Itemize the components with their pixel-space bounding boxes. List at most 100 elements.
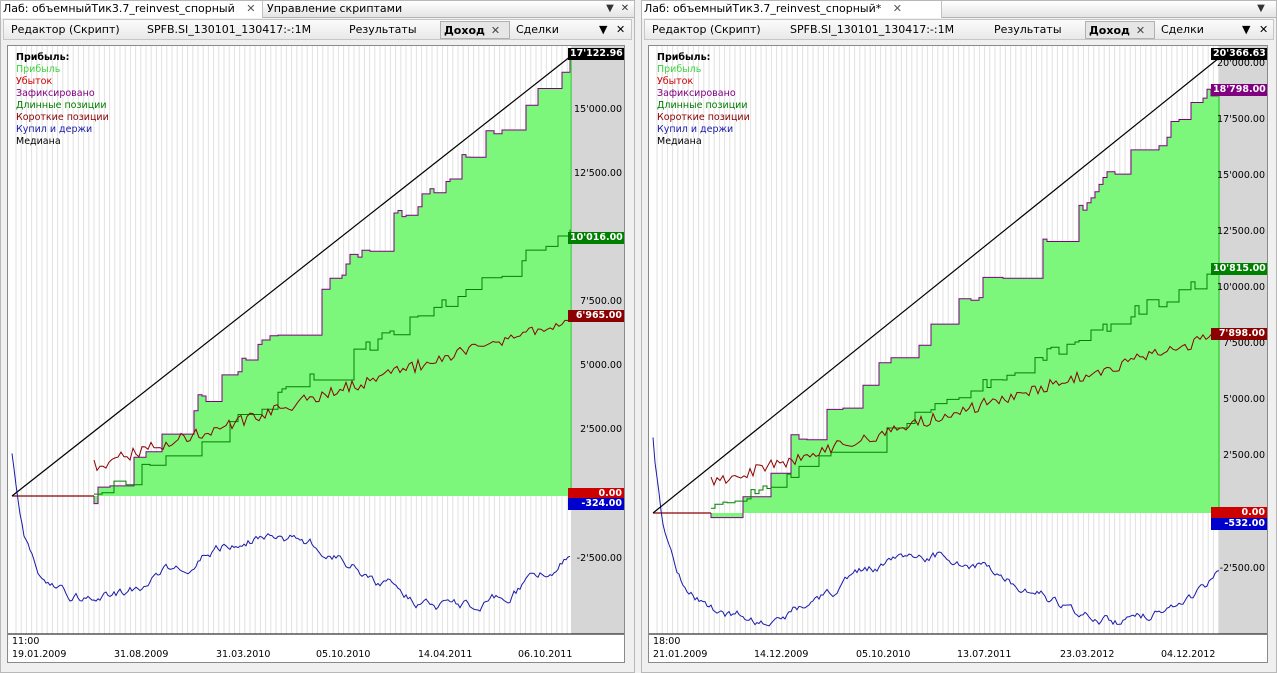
axis-label: 12'500.00: [1217, 226, 1265, 237]
legend-item-short: Короткие позиции: [16, 112, 109, 123]
left-window: Лаб: объемныйТик3.7_reinvest_спорный ✕ У…: [0, 0, 635, 673]
dropdown-arrow-icon[interactable]: ▼: [1242, 23, 1251, 36]
tab-trades[interactable]: Сделки: [1161, 23, 1204, 36]
tab-lab[interactable]: Лаб: объемныйТик3.7_reinvest_спорный* ✕: [642, 1, 942, 18]
legend-item-buy-hold: Купил и держи: [657, 124, 734, 135]
long-positions-line: [94, 229, 571, 495]
date-label: 05.10.2010: [856, 649, 911, 660]
long-positions-line: [711, 273, 1219, 509]
axis-label: 10'000.00: [1217, 282, 1265, 293]
buy-and-hold-line: [11, 453, 571, 612]
date-label: 31.03.2010: [216, 649, 271, 660]
buy-and-hold-line: [652, 437, 1220, 627]
date-label: 14.04.2011: [418, 649, 473, 660]
close-icon[interactable]: ✕: [1259, 23, 1269, 36]
legend-title: Прибыль:: [657, 52, 711, 63]
close-icon[interactable]: ✕: [246, 2, 256, 15]
equity-chart-canvas: [649, 46, 1267, 635]
axis-label: 17'500.00: [1217, 114, 1265, 125]
tab-income[interactable]: Доход ✕: [1085, 21, 1155, 39]
price-axis-strip: [571, 46, 624, 634]
axis-label: 20'000.00: [1217, 58, 1265, 69]
short-value-badge: 7'898.00: [1211, 328, 1267, 340]
date-label: 04.12.2012: [1161, 649, 1216, 660]
time-label: 11:00: [12, 636, 40, 647]
axis-label: -2'500.00: [576, 553, 622, 564]
tab-income-label: Доход: [444, 24, 485, 37]
long-value-badge: 10'815.00: [1211, 263, 1267, 275]
zero-value-badge: 0.00: [568, 488, 624, 500]
long-value-badge: 10'016.00: [568, 232, 624, 244]
axis-label: 15'000.00: [574, 104, 622, 115]
axis-label: 5'000.00: [1223, 394, 1265, 405]
axis-label: 15'000.00: [1217, 170, 1265, 181]
date-label: 13.07.2011: [957, 649, 1012, 660]
legend-item-closed: Зафиксировано: [16, 88, 95, 99]
date-label: 21.01.2009: [653, 649, 708, 660]
short-value-badge: 6'965.00: [568, 310, 624, 322]
date-label: 06.10.2011: [518, 649, 573, 660]
close-icon[interactable]: ✕: [1135, 24, 1146, 37]
sub-tab-bar: Редактор (Скрипт) SPFB.SI_130101_130417:…: [644, 19, 1274, 40]
tab-script-manager[interactable]: Управление скриптами: [265, 1, 402, 18]
date-label: 14.12.2009: [754, 649, 809, 660]
legend-item-buy-hold: Купил и держи: [16, 124, 93, 135]
tab-income[interactable]: Доход ✕: [440, 21, 510, 39]
date-label: 05.10.2010: [316, 649, 371, 660]
profit-area: [711, 89, 1219, 518]
tab-instrument[interactable]: SPFB.SI_130101_130417:-:1M: [790, 23, 955, 36]
tab-lab-label: Лаб: объемныйТик3.7_reinvest_спорный*: [644, 2, 882, 15]
close-icon[interactable]: ✕: [892, 2, 902, 15]
close-icon[interactable]: ✕: [620, 3, 630, 14]
axis-label: 2'500.00: [1223, 450, 1265, 461]
equity-value-badge: 20'366.63: [1211, 48, 1267, 60]
legend-item-short: Короткие позиции: [657, 112, 750, 123]
tab-editor[interactable]: Редактор (Скрипт): [11, 23, 120, 36]
tab-script-manager-label: Управление скриптами: [267, 2, 403, 15]
close-icon[interactable]: ✕: [616, 23, 626, 36]
legend-item-profit: Прибыль: [657, 64, 702, 75]
closed-equity-line: [93, 57, 571, 505]
tab-results[interactable]: Результаты: [994, 23, 1062, 36]
short-positions-line: [710, 331, 1219, 487]
legend-item-median: Медиана: [16, 136, 61, 147]
axis-label: 7'500.00: [1223, 338, 1265, 349]
axis-label: 12'500.00: [574, 168, 622, 179]
axis-label: 2'500.00: [580, 424, 622, 435]
median-line: [11, 55, 572, 497]
buy-hold-value-badge: -532.00: [1211, 518, 1267, 530]
chart-legend: Прибыль: Прибыль Убыток Зафиксировано Дл…: [16, 52, 109, 148]
closed-equity-line: [710, 88, 1219, 519]
title-bar: Лаб: объемныйТик3.7_reinvest_спорный ✕ У…: [1, 1, 634, 18]
axis-label: -2'500.00: [1219, 563, 1265, 574]
tab-editor[interactable]: Редактор (Скрипт): [652, 23, 761, 36]
dropdown-arrow-icon[interactable]: ▼: [1257, 3, 1265, 14]
dropdown-arrow-icon[interactable]: ▼: [606, 3, 614, 14]
tab-trades[interactable]: Сделки: [516, 23, 559, 36]
legend-item-profit: Прибыль: [16, 64, 61, 75]
tab-lab-label: Лаб: объемныйТик3.7_reinvest_спорный: [3, 2, 235, 15]
sub-tab-bar: Редактор (Скрипт) SPFB.SI_130101_130417:…: [3, 19, 632, 40]
tab-results[interactable]: Результаты: [349, 23, 417, 36]
date-label: 31.08.2009: [114, 649, 169, 660]
short-positions-line: [93, 312, 572, 472]
price-axis-strip: [1219, 46, 1267, 634]
median-line: [652, 57, 1220, 514]
profit-area: [94, 57, 570, 504]
equity-chart[interactable]: Прибыль: Прибыль Убыток Зафиксировано Дл…: [648, 45, 1268, 663]
equity-chart-canvas: [8, 46, 624, 635]
legend-item-median: Медиана: [657, 136, 702, 147]
close-icon[interactable]: ✕: [490, 24, 501, 37]
equity-chart[interactable]: Прибыль: Прибыль Убыток Зафиксировано Дл…: [7, 45, 625, 663]
closed-value-badge: 18'798.00: [1211, 84, 1267, 96]
dropdown-arrow-icon[interactable]: ▼: [599, 23, 608, 36]
right-window: Лаб: объемныйТик3.7_reinvest_спорный* ✕ …: [641, 0, 1277, 673]
tab-instrument[interactable]: SPFB.SI_130101_130417:-:1M: [147, 23, 312, 36]
tab-income-label: Доход: [1089, 24, 1130, 37]
title-bar: Лаб: объемныйТик3.7_reinvest_спорный* ✕ …: [642, 1, 1276, 18]
chart-legend: Прибыль: Прибыль Убыток Зафиксировано Дл…: [657, 52, 750, 148]
tab-lab[interactable]: Лаб: объемныйТик3.7_reinvest_спорный ✕: [1, 1, 263, 18]
legend-item-loss: Убыток: [657, 76, 694, 87]
zero-value-badge: 0.00: [1211, 507, 1267, 519]
date-label: 23.03.2012: [1060, 649, 1115, 660]
